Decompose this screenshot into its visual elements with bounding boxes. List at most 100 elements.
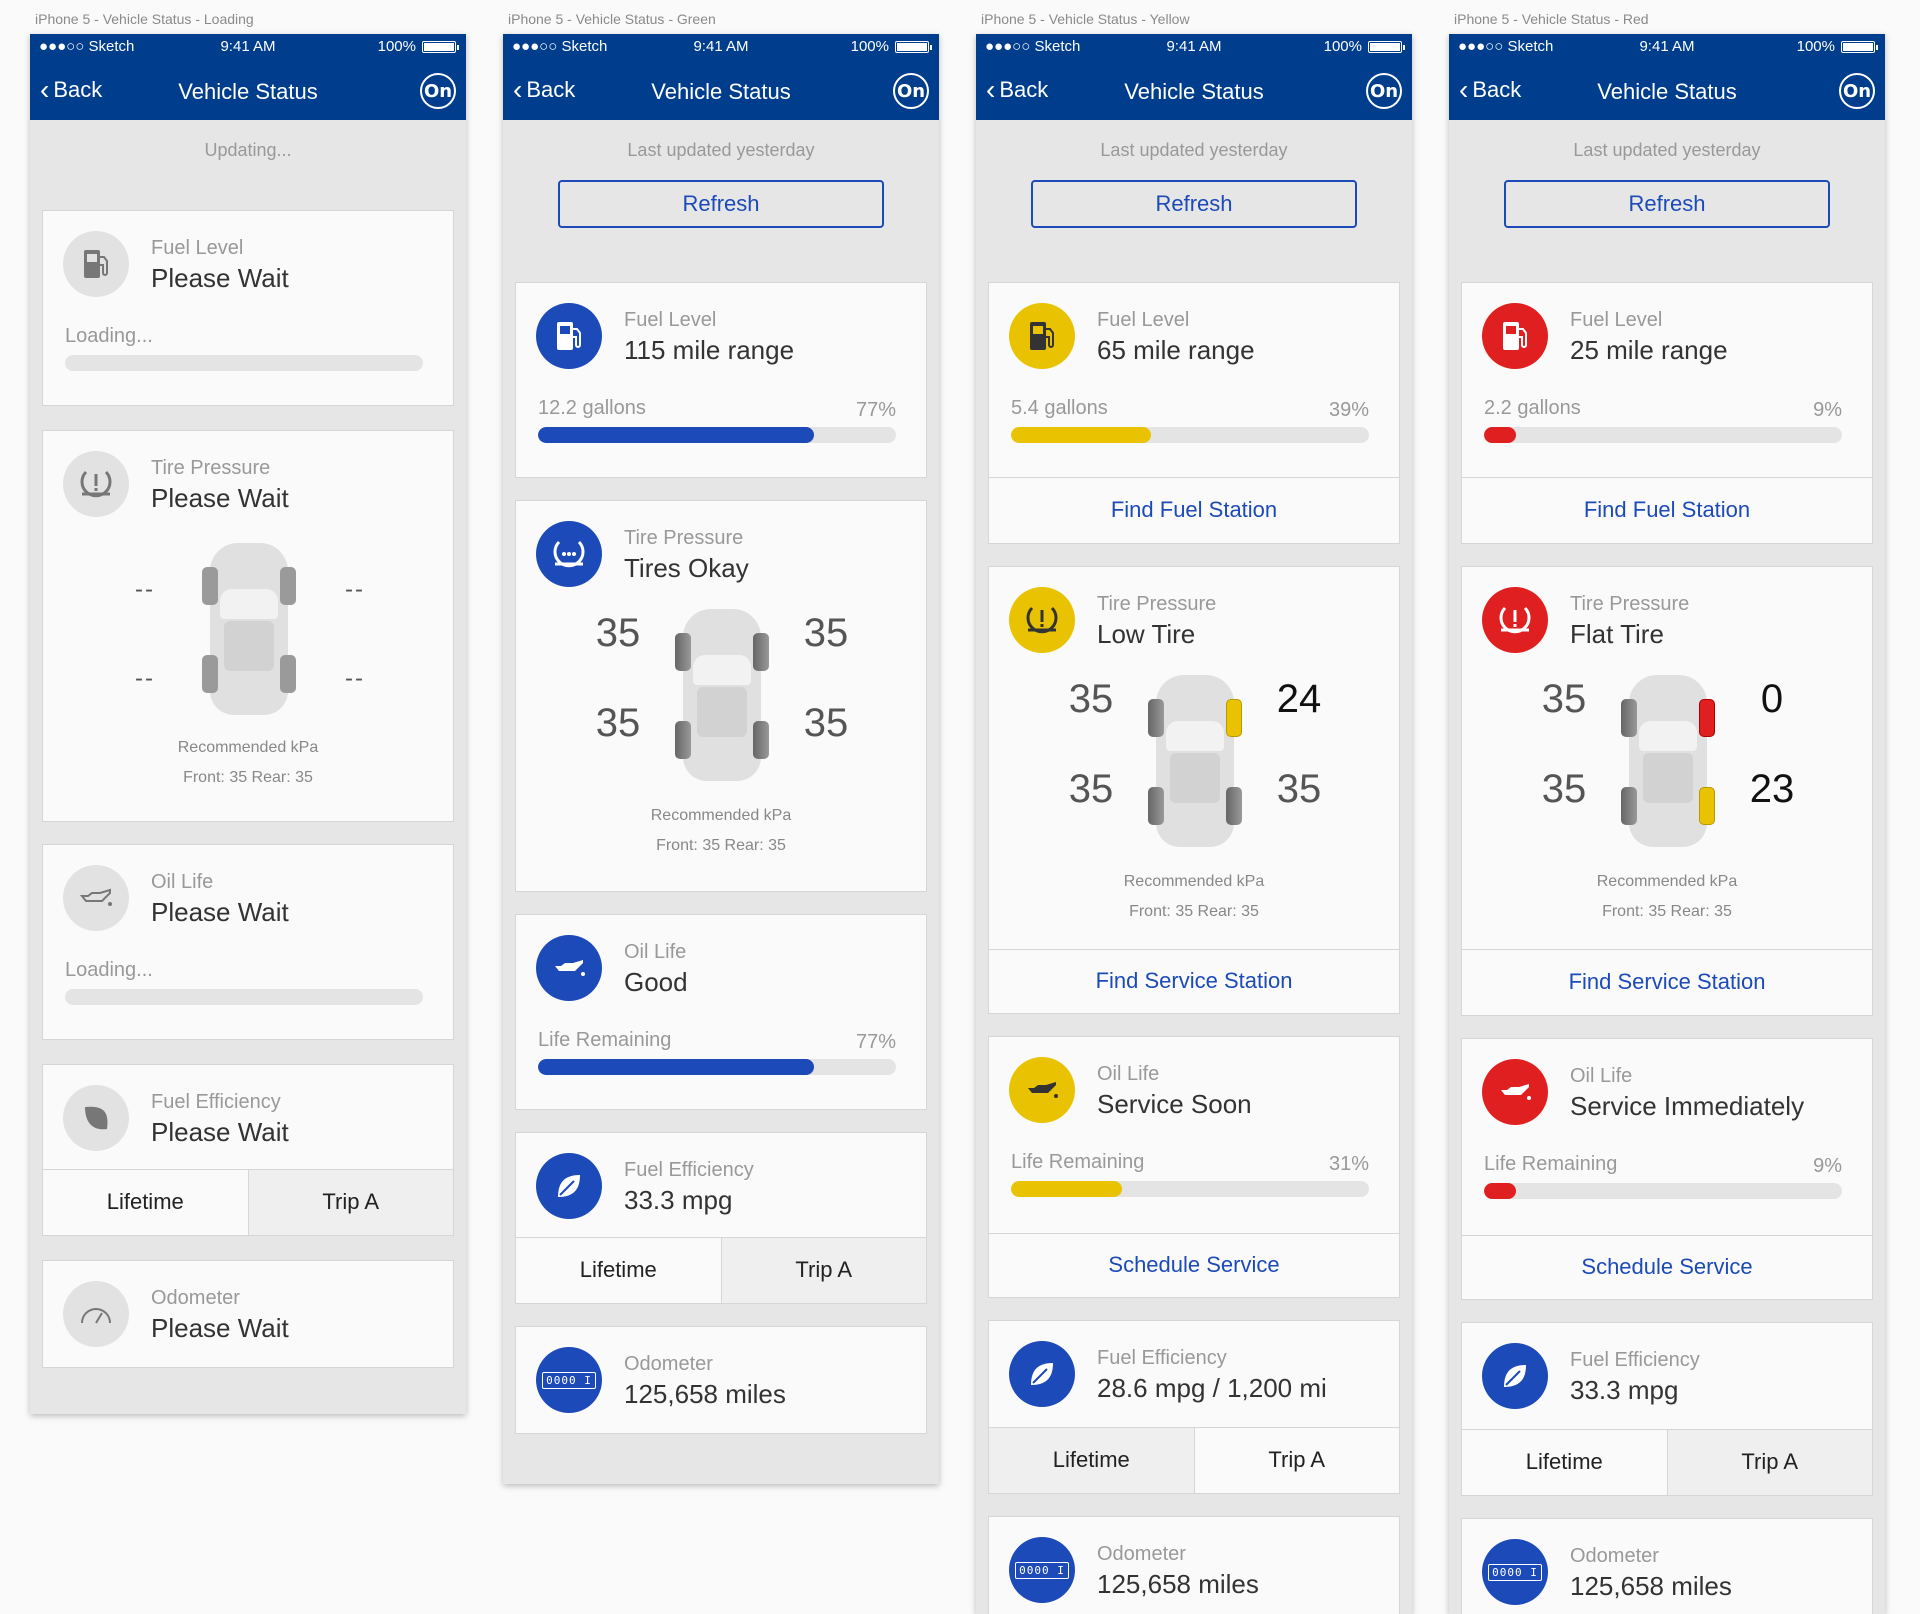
fuel-efficiency-card: Fuel Efficiency Please Wait Lifetime Tri… <box>42 1064 454 1236</box>
page-title: Vehicle Status <box>1124 79 1264 104</box>
tab-lifetime[interactable]: Lifetime <box>989 1428 1195 1493</box>
onstar-logo-button[interactable]: On <box>420 73 456 109</box>
schedule-service-button[interactable]: Schedule Service <box>989 1233 1399 1297</box>
status-bar: ●●●○○ Sketch 9:41 AM 100% <box>976 34 1412 62</box>
tire-warning-icon <box>1482 587 1548 653</box>
tire-rear-right: 35 <box>1276 767 1322 811</box>
oil-status: Service Soon <box>1097 1089 1252 1119</box>
chevron-left-icon: ‹ <box>986 74 996 105</box>
tab-trip-a[interactable]: Trip A <box>720 1238 926 1303</box>
fuel-level-card: Fuel Level 115 mile range 12.2 gallons 7… <box>515 282 927 478</box>
clock: 9:41 AM <box>1639 38 1695 55</box>
clock: 9:41 AM <box>1166 38 1222 55</box>
fuel-pump-icon <box>1009 303 1075 369</box>
carrier-signal: ●●●○○ Sketch <box>39 38 135 55</box>
odometer-value: 125,658 miles <box>1097 1569 1259 1599</box>
update-status: Last updated yesterday <box>1573 140 1761 160</box>
fuel-gallons: 2.2 gallons <box>1484 397 1581 419</box>
tab-trip-a[interactable]: Trip A <box>1666 1430 1872 1495</box>
oil-can-icon <box>536 935 602 1001</box>
phone-screen: ●●●○○ Sketch 9:41 AM 100% ‹ Back Vehicle … <box>503 34 939 1484</box>
oil-percent: 77% <box>855 1031 896 1053</box>
clock: 9:41 AM <box>693 38 749 55</box>
odometer-label: Odometer <box>1570 1545 1659 1567</box>
oil-life-card: Oil Life Good Life Remaining 77% <box>515 914 927 1110</box>
tire-ok-icon <box>536 521 602 587</box>
fuel-loading-text: Loading... <box>65 325 153 347</box>
fuel-level-card: Fuel Level 65 mile range 5.4 gallons 39%… <box>988 282 1400 544</box>
tire-label: Tire Pressure <box>1570 593 1690 615</box>
fuel-progress-fill <box>1011 427 1151 443</box>
oil-progress-fill <box>538 1059 814 1075</box>
tab-lifetime[interactable]: Lifetime <box>106 1189 184 1214</box>
efficiency-label: Fuel Efficiency <box>624 1159 754 1181</box>
status-bar: ●●●○○ Sketch 9:41 AM 100% <box>1449 34 1885 62</box>
oil-value: Please Wait <box>151 897 289 927</box>
onstar-logo-button[interactable]: On <box>1839 73 1875 109</box>
artboard-loading: iPhone 5 - Vehicle Status - Loading ●●●○… <box>30 10 466 1414</box>
fuel-progress-bar <box>1484 427 1842 443</box>
find-service-station-button[interactable]: Find Service Station <box>989 949 1399 1013</box>
recommended-kpa-values: Front: 35 Rear: 35 <box>1129 903 1259 920</box>
fuel-label: Fuel Level <box>624 309 717 331</box>
wheel-rear-right <box>1226 787 1242 825</box>
oil-progress-bar <box>538 1059 896 1075</box>
find-service-station-button[interactable]: Find Service Station <box>1462 949 1872 1015</box>
artboard-title: iPhone 5 - Vehicle Status - Green <box>508 11 716 27</box>
schedule-service-button[interactable]: Schedule Service <box>1462 1235 1872 1299</box>
wheel-front-right <box>280 567 296 605</box>
odometer-value: 125,658 miles <box>624 1379 786 1409</box>
odometer-icon: 0000 I <box>536 1347 602 1413</box>
back-button[interactable]: ‹ Back <box>513 76 575 104</box>
page-title: Vehicle Status <box>178 79 318 104</box>
fuel-percent: 39% <box>1328 399 1369 421</box>
fuel-label: Fuel Level <box>151 237 244 259</box>
tire-rear-right: 35 <box>803 701 849 745</box>
oil-progress-bar <box>1011 1181 1369 1197</box>
fuel-progress-bar <box>65 355 423 371</box>
nav-bar: ‹ Back Vehicle Status On <box>30 62 466 120</box>
battery-percent: 100% <box>377 38 416 55</box>
find-fuel-station-button[interactable]: Find Fuel Station <box>1462 477 1872 543</box>
fuel-range: 65 mile range <box>1097 335 1255 365</box>
refresh-button[interactable]: Refresh <box>1031 180 1357 228</box>
back-button[interactable]: ‹ Back <box>986 76 1048 104</box>
onstar-logo-button[interactable]: On <box>1366 73 1402 109</box>
tire-front-left: 35 <box>595 611 641 655</box>
odometer-card: Odometer Please Wait <box>42 1260 454 1368</box>
back-button[interactable]: ‹ Back <box>1459 76 1521 104</box>
fuel-pump-icon <box>536 303 602 369</box>
oil-status: Good <box>624 967 688 997</box>
tire-status: Flat Tire <box>1570 619 1664 649</box>
fuel-progress-fill <box>538 427 814 443</box>
tab-trip-a[interactable]: Trip A <box>247 1170 453 1235</box>
wheel-front-right <box>753 633 769 671</box>
carrier-signal: ●●●○○ Sketch <box>512 38 608 55</box>
fuel-progress-bar <box>538 427 896 443</box>
odometer-card: 0000 I Odometer 125,658 miles <box>988 1516 1400 1614</box>
tab-lifetime[interactable]: Lifetime <box>1525 1449 1603 1474</box>
car-diagram <box>1621 675 1715 847</box>
wheel-front-right-flat <box>1699 699 1715 737</box>
back-button[interactable]: ‹ Back <box>40 76 102 104</box>
tire-label: Tire Pressure <box>151 457 271 479</box>
efficiency-label: Fuel Efficiency <box>1097 1347 1227 1369</box>
find-fuel-station-button[interactable]: Find Fuel Station <box>989 477 1399 543</box>
refresh-button[interactable]: Refresh <box>558 180 884 228</box>
tab-lifetime[interactable]: Lifetime <box>579 1257 657 1282</box>
car-diagram <box>675 609 769 781</box>
artboard-green: iPhone 5 - Vehicle Status - Green ●●●○○ … <box>503 10 939 1484</box>
battery-icon <box>422 40 459 53</box>
tab-trip-a[interactable]: Trip A <box>1268 1447 1326 1472</box>
odometer-card: 0000 I Odometer 125,658 miles <box>1461 1518 1873 1614</box>
fuel-progress-fill <box>1484 427 1517 443</box>
leaf-icon <box>1009 1341 1075 1407</box>
onstar-logo-button[interactable]: On <box>893 73 929 109</box>
oil-status: Service Immediately <box>1570 1091 1805 1121</box>
recommended-kpa-values: Front: 35 Rear: 35 <box>1602 903 1732 920</box>
tire-pressure-card: Tire Pressure Please Wait -- -- -- -- Re… <box>42 430 454 822</box>
refresh-button[interactable]: Refresh <box>1504 180 1830 228</box>
tire-warning-icon <box>1009 587 1075 653</box>
fuel-efficiency-card: Fuel Efficiency 28.6 mpg / 1,200 mi Life… <box>988 1320 1400 1494</box>
efficiency-value: 28.6 mpg / 1,200 mi <box>1097 1373 1327 1403</box>
